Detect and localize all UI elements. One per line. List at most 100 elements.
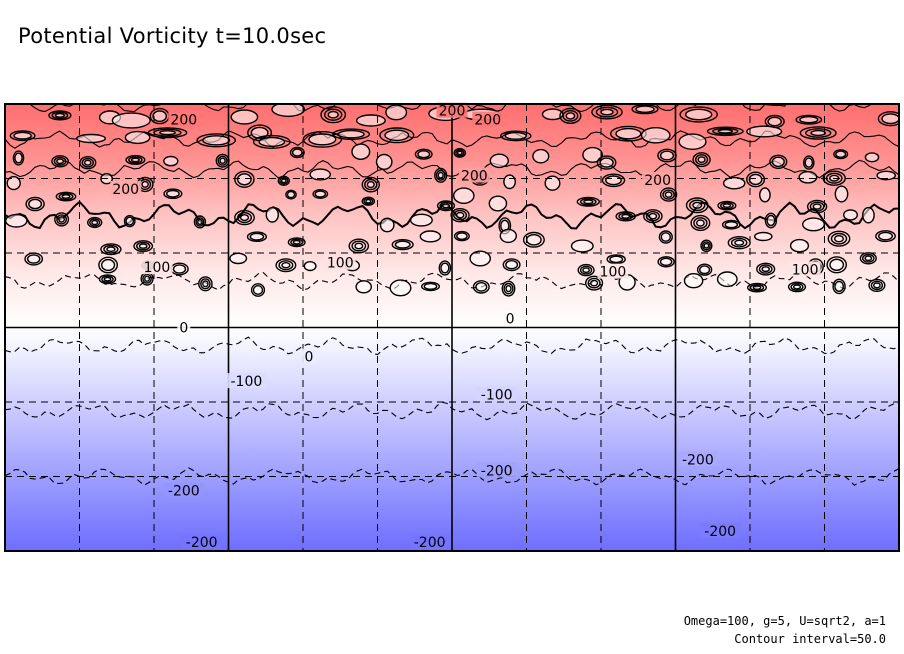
eddy-contour: [659, 187, 678, 202]
contour-label: -200: [168, 484, 200, 500]
eddy-contour: [565, 112, 576, 120]
eddy-contour: [456, 232, 468, 241]
eddy-contour: [163, 188, 183, 199]
eddy-contour: [103, 244, 119, 254]
eddy-contour: [193, 215, 207, 229]
eddy-contour: [864, 255, 873, 262]
eddy-contour: [832, 278, 846, 295]
eddy-contour: [202, 280, 209, 288]
eddy-contour: [391, 239, 414, 251]
eddy-contour: [489, 153, 509, 169]
eddy-contour: [384, 129, 410, 142]
eddy-contour: [364, 178, 378, 191]
eddy-contour: [696, 263, 713, 276]
eddy-contour: [58, 216, 65, 223]
eddy-contour: [275, 258, 297, 273]
eddy-contour: [759, 187, 771, 203]
eddy-contour: [659, 257, 673, 266]
eddy-contour: [142, 273, 152, 284]
eddy-contour: [562, 110, 579, 122]
eddy-contour: [236, 173, 252, 186]
eddy-contour: [499, 130, 532, 142]
eddy-contour: [278, 260, 294, 271]
eddy-contour: [265, 206, 279, 223]
eddy-contour: [700, 239, 713, 253]
contour-label-bg: [436, 102, 468, 118]
eddy-contour: [621, 213, 631, 219]
contour-label: -200: [704, 524, 736, 540]
eddy-contour: [337, 129, 365, 139]
contour-label-bg: [324, 254, 356, 270]
eddy-contour: [721, 219, 741, 230]
eddy-contour: [873, 282, 881, 289]
eddy-contour: [679, 106, 719, 123]
eddy-contour: [522, 231, 545, 248]
eddy-contour: [26, 254, 41, 264]
eddy-contour: [236, 212, 252, 224]
eddy-contour: [717, 200, 737, 211]
eddy-contour: [135, 241, 151, 251]
eddy-contour: [643, 209, 663, 224]
eddy-contour: [198, 276, 213, 292]
eddy-contour: [771, 156, 785, 168]
eddy-contour: [868, 278, 886, 293]
eddy-contour: [280, 178, 287, 184]
eddy-contour: [125, 216, 134, 226]
eddy-contour: [690, 214, 711, 232]
eddy-contour: [803, 155, 815, 170]
eddy-contour: [100, 258, 116, 272]
eddy-contour: [834, 234, 845, 243]
eddy-contour: [308, 133, 337, 146]
contour-label: 0: [179, 321, 188, 337]
eddy-contour: [864, 152, 880, 163]
eddy-contour: [532, 148, 550, 164]
eddy-contour: [834, 280, 844, 293]
eddy-contour: [286, 190, 296, 199]
eddy-contour: [501, 280, 516, 297]
eddy-contour: [615, 211, 637, 222]
eddy-contour: [475, 281, 488, 292]
eddy-contour: [685, 197, 709, 214]
eddy-contour: [435, 169, 446, 181]
eddy-contour: [159, 130, 176, 136]
eddy-contour: [503, 174, 516, 190]
eddy-contour: [291, 148, 303, 157]
eddy-contour: [292, 239, 301, 245]
eddy-contour: [455, 149, 465, 157]
eddy-contour: [51, 111, 69, 120]
contour-label-bg: [168, 111, 200, 127]
eddy-contour: [720, 201, 734, 210]
eddy-contour: [385, 104, 408, 121]
eddy-contour: [694, 154, 709, 166]
eddy-contour: [587, 277, 601, 289]
eddy-contour: [469, 250, 492, 267]
eddy-contour: [128, 156, 143, 164]
eddy-contour: [609, 255, 624, 264]
eddy-contour: [81, 157, 95, 168]
eddy-contour: [366, 181, 375, 189]
eddy-contour: [664, 191, 673, 198]
eddy-contour: [754, 231, 773, 242]
eddy-contour: [570, 239, 594, 253]
eddy-contour: [799, 126, 837, 140]
eddy-contour: [809, 201, 825, 212]
eddy-contour: [615, 127, 642, 140]
eddy-contour: [252, 134, 291, 149]
eddy-contour: [101, 275, 114, 283]
eddy-contour: [456, 150, 463, 156]
chart-title: Potential Vorticity t=10.0sec: [18, 24, 327, 48]
eddy-contour: [375, 153, 393, 171]
eddy-contour: [138, 243, 148, 249]
contour-label-bg: [597, 263, 629, 279]
eddy-contour: [277, 175, 290, 187]
eddy-contour: [746, 171, 766, 188]
eddy-contour: [287, 237, 306, 248]
eddy-contour: [790, 282, 804, 291]
eddy-contour: [351, 240, 367, 252]
eddy-contour: [833, 149, 849, 160]
contour-label-bg: [503, 310, 517, 326]
eddy-contour: [414, 148, 433, 160]
contour-label: -200: [186, 535, 218, 551]
eddy-contour: [658, 230, 673, 244]
eddy-contour: [98, 274, 117, 285]
